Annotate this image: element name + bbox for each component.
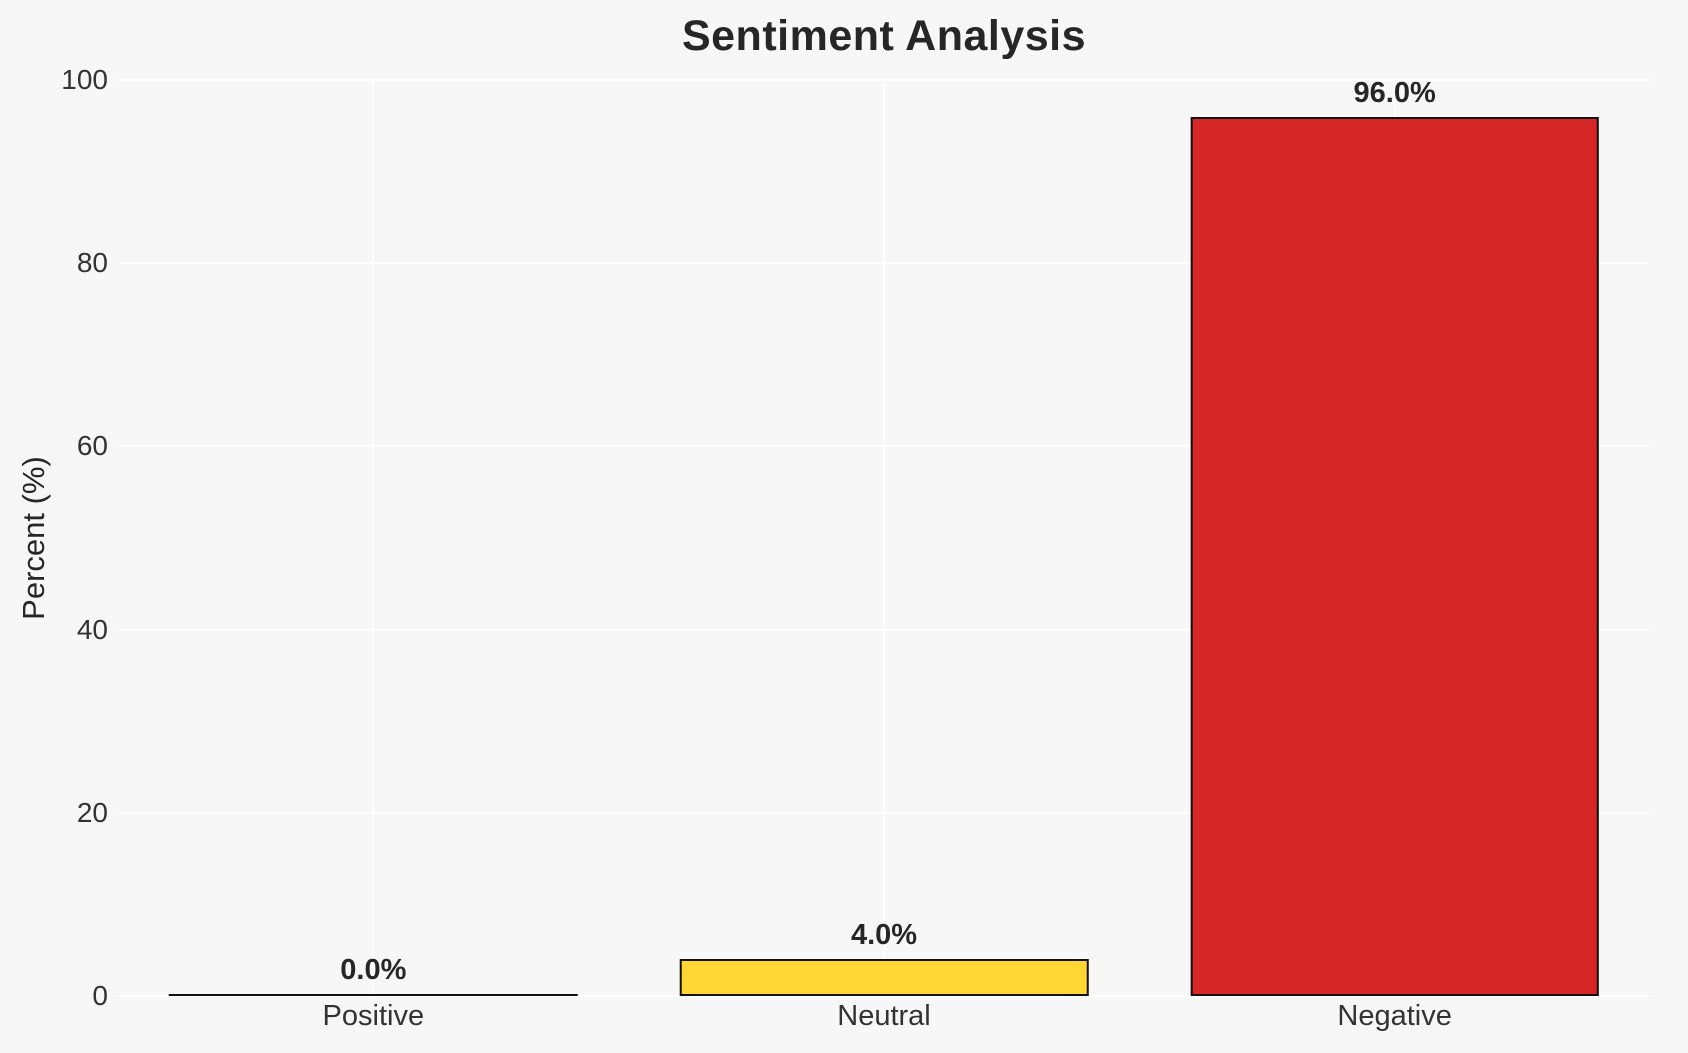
v-gridline-neutral [883, 80, 885, 996]
x-tick-label-positive: Positive [322, 1000, 425, 1032]
y-tick-label-40: 40 [76, 613, 108, 645]
y-tick-label-20: 20 [76, 796, 108, 828]
plot-area: 0.0% 4.0% 96.0% [118, 76, 1650, 997]
chart-title: Sentiment Analysis [681, 12, 1087, 60]
bar-value-label-neutral: 4.0% [850, 919, 918, 952]
y-tick-label-100: 100 [61, 64, 108, 95]
y-tick-label-0: 0 [92, 980, 108, 1011]
h-gridline-0 [118, 995, 1650, 997]
bar-neutral [679, 959, 1089, 996]
v-gridline-positive [372, 80, 375, 996]
bar-positive [169, 994, 578, 996]
x-tick-label-neutral: Neutral [837, 1000, 931, 1032]
bar-value-label-negative: 96.0% [1353, 76, 1436, 109]
y-axis-tick-labels: 0 20 40 60 80 100 [0, 64, 118, 1011]
bar-value-label-positive: 0.0% [340, 954, 407, 986]
bar-negative [1190, 116, 1599, 996]
x-tick-label-negative: Negative [1337, 1000, 1452, 1032]
y-tick-label-60: 60 [76, 430, 108, 462]
y-tick-label-80: 80 [76, 247, 108, 279]
